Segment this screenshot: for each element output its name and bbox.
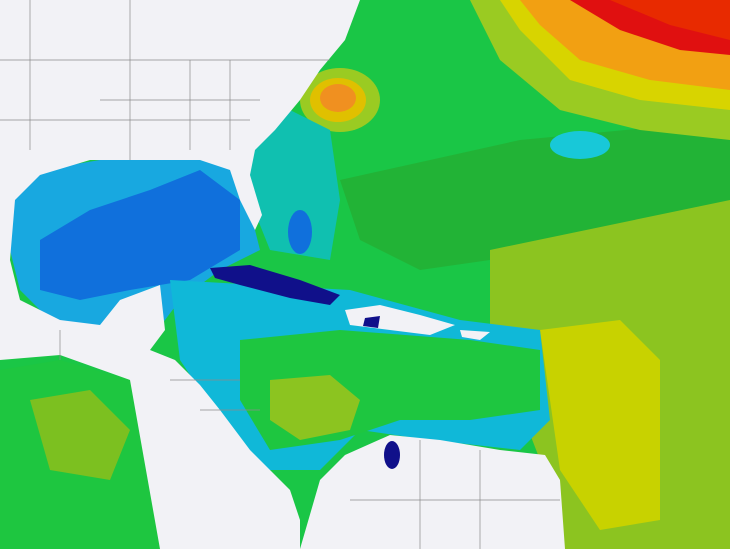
land-south-america [300, 435, 565, 549]
wave-zone-orange [320, 84, 356, 112]
land-north-america [0, 0, 360, 549]
wave-zone-cyan [550, 131, 610, 159]
wave-zone-blue [288, 210, 312, 254]
wave-zone-yellow [540, 320, 660, 530]
land-puerto-rico [460, 330, 490, 340]
wave-zone-teal [250, 110, 340, 260]
wave-zone-blue [40, 170, 240, 300]
shallow-maracaibo [384, 441, 400, 469]
land-hispaniola [345, 305, 455, 335]
wave-zone-yellow-green [30, 390, 130, 480]
wave-zone-red-core [610, 0, 730, 40]
shallow-haiti [363, 316, 380, 328]
borders [0, 0, 560, 549]
wave-zone-yellow-green [270, 375, 360, 440]
shallow-cuba [210, 265, 340, 305]
